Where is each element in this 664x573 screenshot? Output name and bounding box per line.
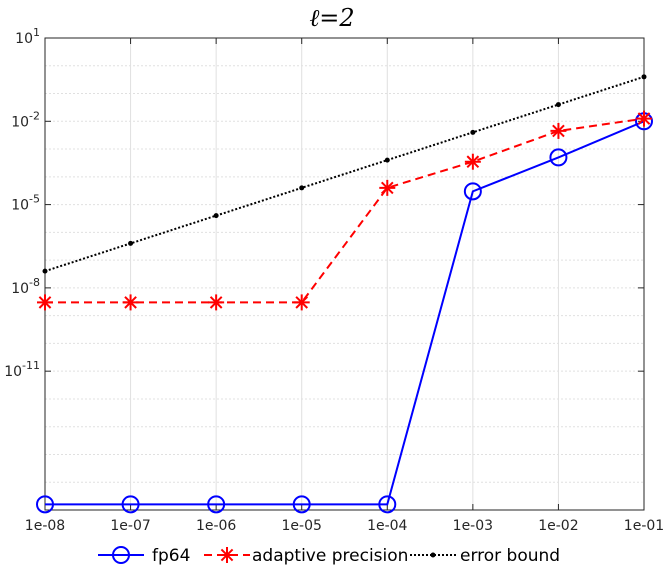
series-fp64	[36, 112, 653, 514]
x-tick-label: 1e-05	[282, 518, 322, 534]
legend-item: fp64	[98, 546, 190, 566]
data-point-dot	[299, 185, 305, 191]
legend-item: adaptive precision	[204, 546, 408, 566]
asterisk-stroke	[552, 124, 565, 138]
asterisk-stroke	[380, 181, 394, 195]
data-point-dot	[470, 129, 476, 135]
data-point-asterisk	[379, 179, 396, 196]
legend-label: fp64	[152, 546, 190, 566]
x-tick-label: 1e-01	[624, 518, 664, 534]
y-tick-label: 101	[15, 26, 40, 47]
asterisk-stroke	[124, 296, 137, 309]
data-point-dot	[555, 102, 561, 108]
asterisk-stroke	[209, 296, 223, 309]
x-tick-label: 1e-07	[110, 518, 150, 534]
data-point-circle	[549, 148, 568, 167]
legend-label: error bound	[460, 546, 560, 566]
data-point-circle	[378, 495, 397, 514]
data-point-circle	[207, 495, 226, 514]
data-point-dot	[42, 268, 48, 274]
data-point-asterisk	[636, 110, 652, 127]
data-point-circle	[463, 182, 482, 201]
data-point-asterisk	[293, 294, 310, 311]
plot-area-frame	[44, 37, 645, 511]
series-error-bound	[42, 74, 647, 274]
data-point-circle	[112, 546, 130, 564]
y-tick-label: 10-8	[11, 276, 40, 297]
y-tick-label: 10-2	[11, 109, 40, 130]
asterisk-stroke	[466, 155, 480, 169]
axis-ticks: 1e-08 1e-07 1e-06 1e-05 1e-04 1e-03 1e-02 1e-01…	[4, 26, 664, 534]
y-tick-label: 10-11	[4, 359, 40, 380]
data-point-dot	[641, 74, 647, 80]
data-point-circle	[36, 495, 54, 514]
x-tick-label: 1e-06	[196, 518, 236, 534]
series-line	[44, 75, 645, 273]
series-adaptive-precision	[37, 110, 652, 311]
legend: fp64 adaptive precision error bound	[98, 546, 560, 566]
data-point-asterisk	[37, 294, 53, 311]
y-tick-label: 10-5	[11, 193, 40, 214]
chart-title: ℓ=2	[309, 4, 354, 32]
asterisk-stroke	[38, 296, 52, 309]
series-line	[45, 117, 645, 304]
legend-label: adaptive precision	[252, 546, 408, 566]
asterisk-stroke	[220, 548, 234, 562]
data-point-asterisk	[219, 547, 235, 563]
data-point-circle	[292, 495, 311, 514]
data-point-asterisk	[122, 294, 139, 311]
data-point-asterisk	[208, 294, 225, 311]
data-point-asterisk	[550, 122, 567, 139]
x-tick-label: 1e-03	[453, 518, 493, 534]
series-group	[36, 74, 653, 514]
data-point-dot	[128, 240, 134, 246]
data-point-dot	[213, 213, 219, 219]
x-tick-label: 1e-04	[367, 518, 407, 534]
asterisk-stroke	[295, 296, 309, 309]
x-tick-label: 1e-02	[538, 518, 578, 534]
legend-item: error bound	[410, 546, 560, 566]
data-point-dot	[430, 552, 436, 558]
data-point-circle	[121, 495, 140, 514]
grid-lines	[45, 38, 644, 510]
data-point-dot	[384, 157, 390, 163]
series-line	[45, 120, 645, 506]
asterisk-stroke	[637, 112, 651, 125]
x-tick-label: 1e-08	[25, 518, 65, 534]
data-point-asterisk	[464, 153, 481, 170]
